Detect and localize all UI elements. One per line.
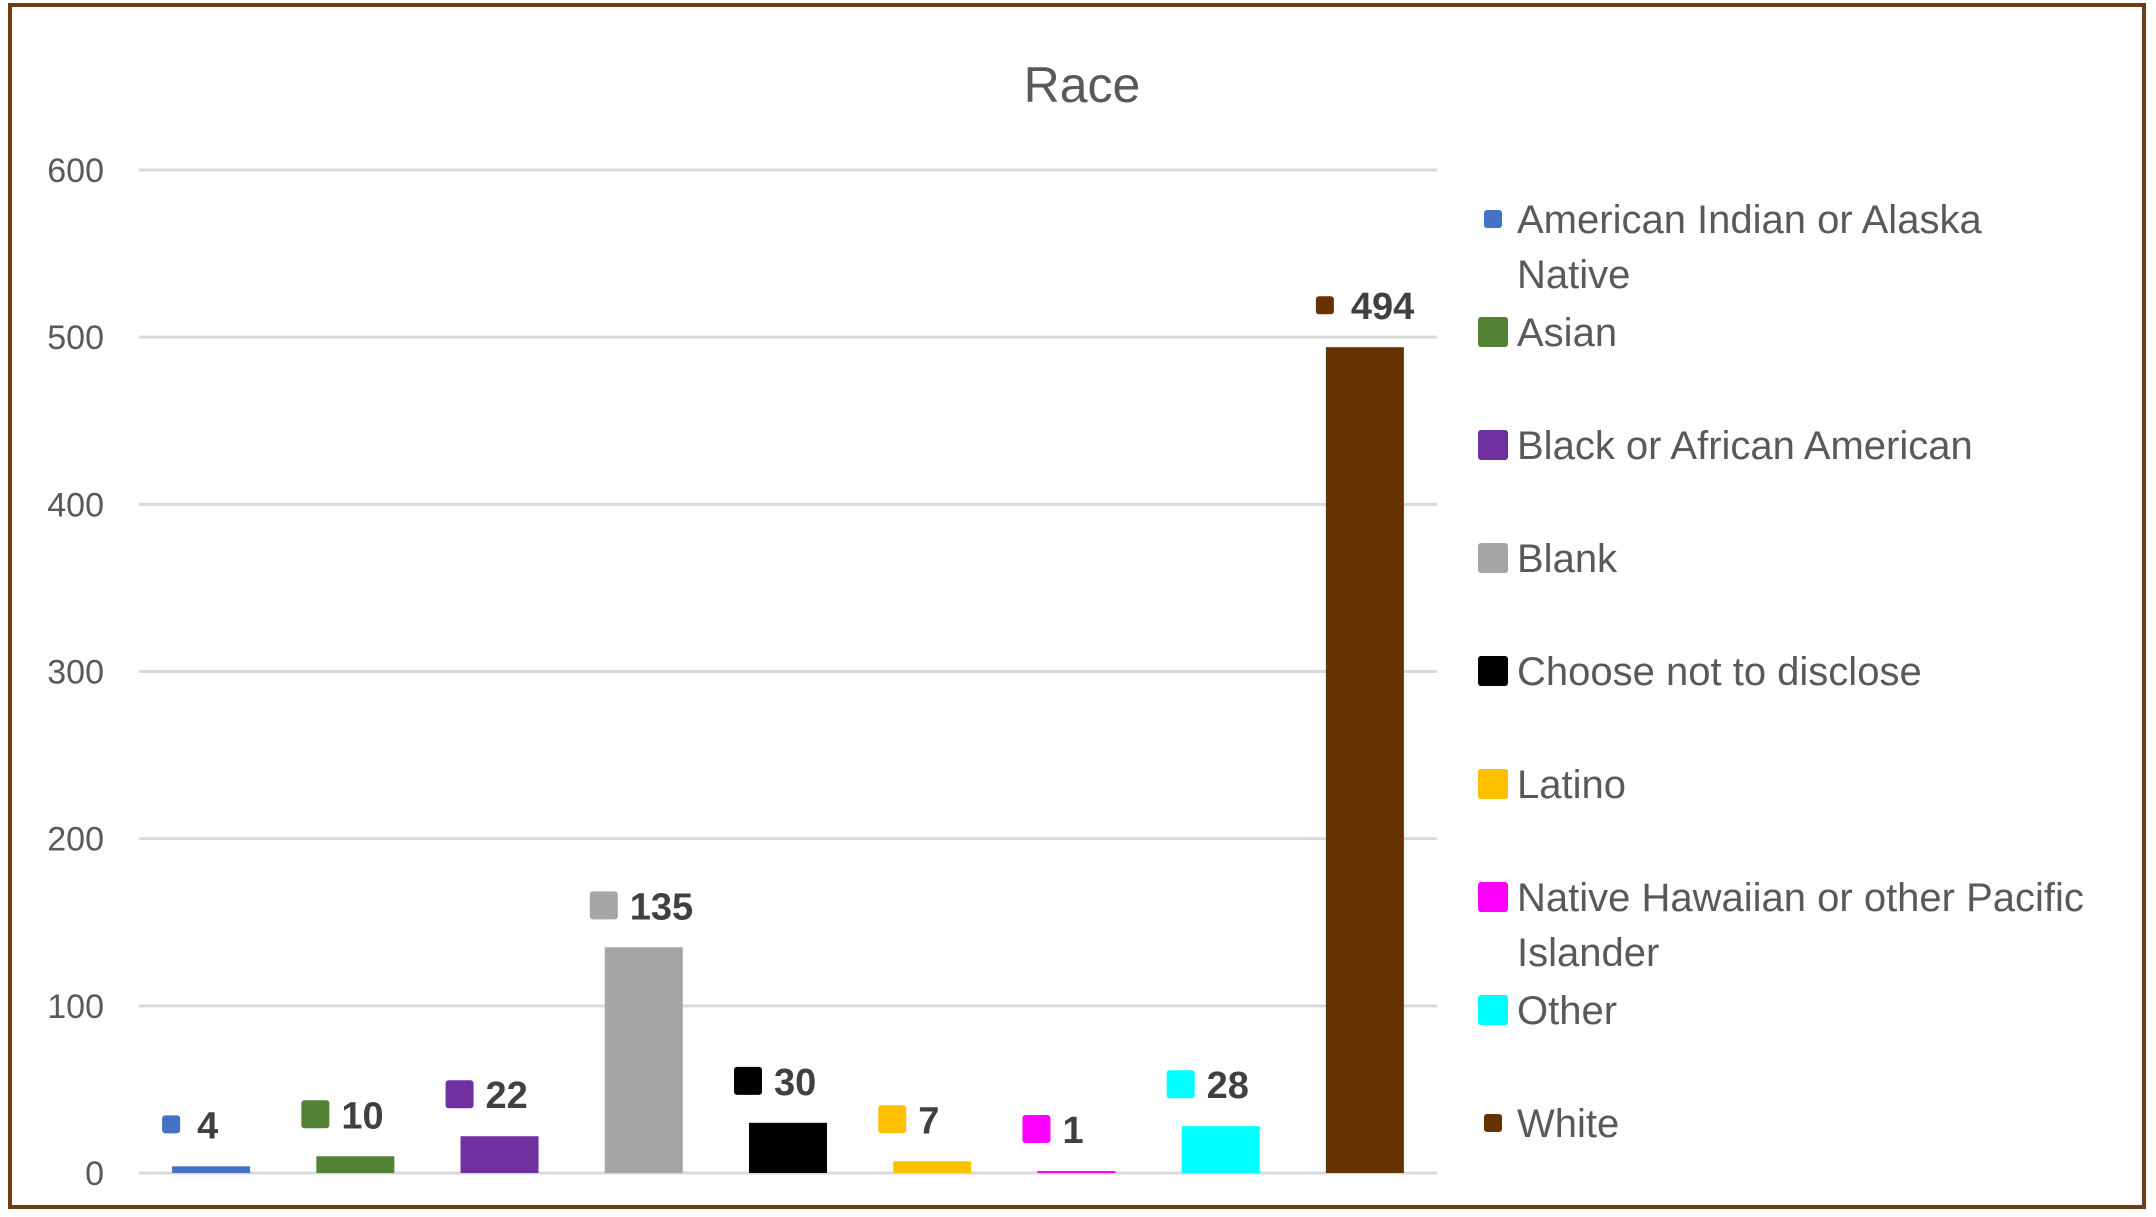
legend-label: Native Hawaiian or other Pacific: [1517, 876, 2084, 920]
legend-swatch: [1478, 430, 1508, 460]
gridlines: [139, 168, 1437, 1175]
data-labels: 4 10 22 135 30 7 1 28 494: [162, 286, 1414, 1152]
data-label: 7: [918, 1100, 939, 1142]
data-label: 494: [1351, 286, 1414, 328]
data-label: 10: [341, 1095, 383, 1137]
bar: [604, 947, 683, 1173]
legend-label: Choose not to disclose: [1517, 650, 1922, 694]
data-label: 28: [1207, 1065, 1249, 1107]
data-label: 22: [486, 1075, 528, 1117]
bar: [1037, 1171, 1116, 1173]
y-tick-label: 200: [47, 821, 104, 859]
y-axis-ticks: 0 100 200 300 400 500 600: [47, 152, 104, 1193]
legend-swatch: [1478, 317, 1508, 347]
legend: American Indian or Alaska Native Asian Blac…: [1478, 198, 2084, 1146]
bar: [1181, 1126, 1260, 1173]
data-label-marker: [1022, 1115, 1051, 1143]
bar: [893, 1161, 972, 1173]
data-label-marker: [1166, 1070, 1195, 1099]
legend-swatch: [1484, 210, 1502, 228]
y-tick-label: 300: [47, 654, 104, 692]
data-label-marker: [878, 1105, 907, 1134]
data-label-marker: [589, 891, 618, 920]
legend-swatch: [1478, 769, 1508, 799]
legend-label: Asian: [1517, 311, 1617, 355]
legend-label: Islander: [1517, 931, 1659, 975]
bars: [172, 347, 1404, 1173]
legend-label: White: [1517, 1102, 1619, 1146]
data-label: 135: [630, 886, 693, 928]
data-label-marker: [301, 1100, 330, 1129]
legend-label: Native: [1517, 253, 1630, 297]
legend-swatch: [1478, 656, 1508, 686]
bar: [1325, 347, 1404, 1173]
legend-label: Black or African American: [1517, 424, 1973, 468]
y-tick-label: 0: [85, 1155, 104, 1193]
data-label: 30: [774, 1062, 816, 1104]
legend-swatch: [1484, 1114, 1502, 1132]
legend-swatch: [1478, 882, 1508, 912]
bar: [749, 1122, 827, 1173]
bar: [316, 1156, 395, 1173]
chart-frame: Race 0 100 200 300 400 500 600 4 10 22 135 30 7 1 28 4…: [8, 3, 2146, 1209]
bar: [460, 1136, 539, 1173]
data-label-marker: [445, 1080, 474, 1109]
data-label: 1: [1062, 1110, 1083, 1152]
legend-label: Other: [1517, 989, 1617, 1033]
data-label-marker: [162, 1115, 181, 1134]
legend-swatch: [1478, 543, 1508, 573]
legend-label: Blank: [1517, 537, 1618, 581]
y-tick-label: 100: [47, 988, 104, 1026]
data-label: 4: [197, 1105, 218, 1147]
data-label-marker: [734, 1066, 762, 1095]
chart-title: Race: [1024, 57, 1141, 113]
bar: [172, 1166, 251, 1173]
y-tick-label: 500: [47, 319, 104, 357]
y-tick-label: 400: [47, 486, 104, 524]
legend-swatch: [1478, 995, 1508, 1025]
data-label-marker: [1315, 296, 1334, 315]
legend-label: Latino: [1517, 763, 1626, 807]
legend-label: American Indian or Alaska: [1517, 198, 1982, 242]
y-tick-label: 600: [47, 152, 104, 190]
